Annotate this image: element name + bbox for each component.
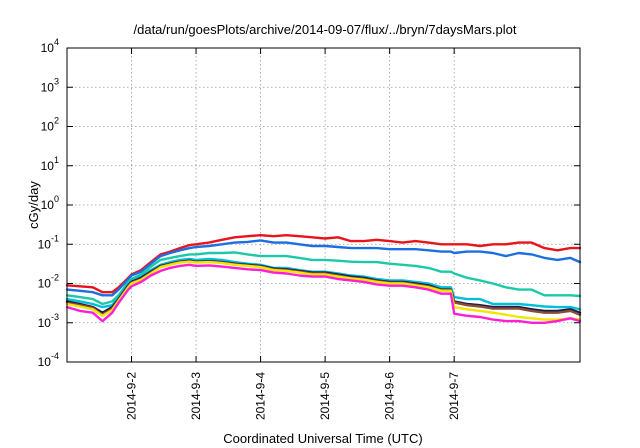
- y-tick-label: 104: [41, 37, 59, 55]
- y-tick-exponent: 0: [54, 194, 59, 204]
- y-tick-exponent: -4: [51, 351, 59, 361]
- y-tick-label: 100: [41, 194, 59, 212]
- y-tick-base: 10: [38, 316, 52, 330]
- y-tick-exponent: -3: [51, 312, 59, 322]
- y-tick-label: 10-3: [38, 312, 59, 330]
- y-tick-base: 10: [41, 198, 55, 212]
- x-tick-label: 2014-9-2: [125, 372, 139, 420]
- x-axis-tick-labels: 2014-9-2 2014-9-3 2014-9-4 2014-9-5 2014-9-6…: [125, 372, 462, 420]
- y-tick-exponent: 4: [54, 37, 59, 47]
- x-tick-label: 2014-9-3: [189, 372, 203, 420]
- y-tick-base: 10: [38, 355, 52, 369]
- x-tick-label: 2014-9-5: [318, 372, 332, 420]
- y-tick-label: 10-4: [38, 351, 59, 369]
- axis-ticks: [67, 47, 580, 363]
- y-tick-label: 102: [41, 116, 59, 134]
- y-tick-exponent: 3: [54, 76, 59, 86]
- x-tick-label: 2014-9-4: [254, 372, 268, 420]
- grid: [67, 48, 580, 362]
- chart-title: /data/run/goesPlots/archive/2014-09-07/f…: [134, 22, 517, 37]
- y-tick-exponent: -2: [51, 273, 59, 283]
- series-line-7: [65, 260, 582, 321]
- y-tick-label: 101: [41, 155, 59, 173]
- y-tick-exponent: -1: [51, 233, 59, 243]
- y-tick-base: 10: [41, 120, 55, 134]
- y-axis-title: cGy/day: [26, 181, 41, 229]
- y-tick-label: 10-2: [38, 273, 59, 291]
- y-tick-label: 10-1: [38, 233, 59, 251]
- series-line-3: [65, 251, 582, 306]
- series-line-2: [65, 239, 582, 297]
- series-lines: [65, 233, 582, 324]
- x-tick-label: 2014-9-7: [447, 372, 461, 420]
- y-tick-exponent: 2: [54, 116, 59, 126]
- y-tick-base: 10: [38, 277, 52, 291]
- x-axis-title: Coordinated Universal Time (UTC): [223, 431, 422, 446]
- y-tick-base: 10: [38, 237, 52, 251]
- y-tick-base: 10: [41, 41, 55, 55]
- series-line-1: [65, 233, 582, 294]
- y-tick-label: 103: [41, 76, 59, 94]
- y-tick-exponent: 1: [54, 155, 59, 165]
- x-tick-label: 2014-9-6: [383, 372, 397, 420]
- series-line-8: [65, 263, 582, 324]
- y-tick-base: 10: [41, 80, 55, 94]
- y-tick-base: 10: [41, 159, 55, 173]
